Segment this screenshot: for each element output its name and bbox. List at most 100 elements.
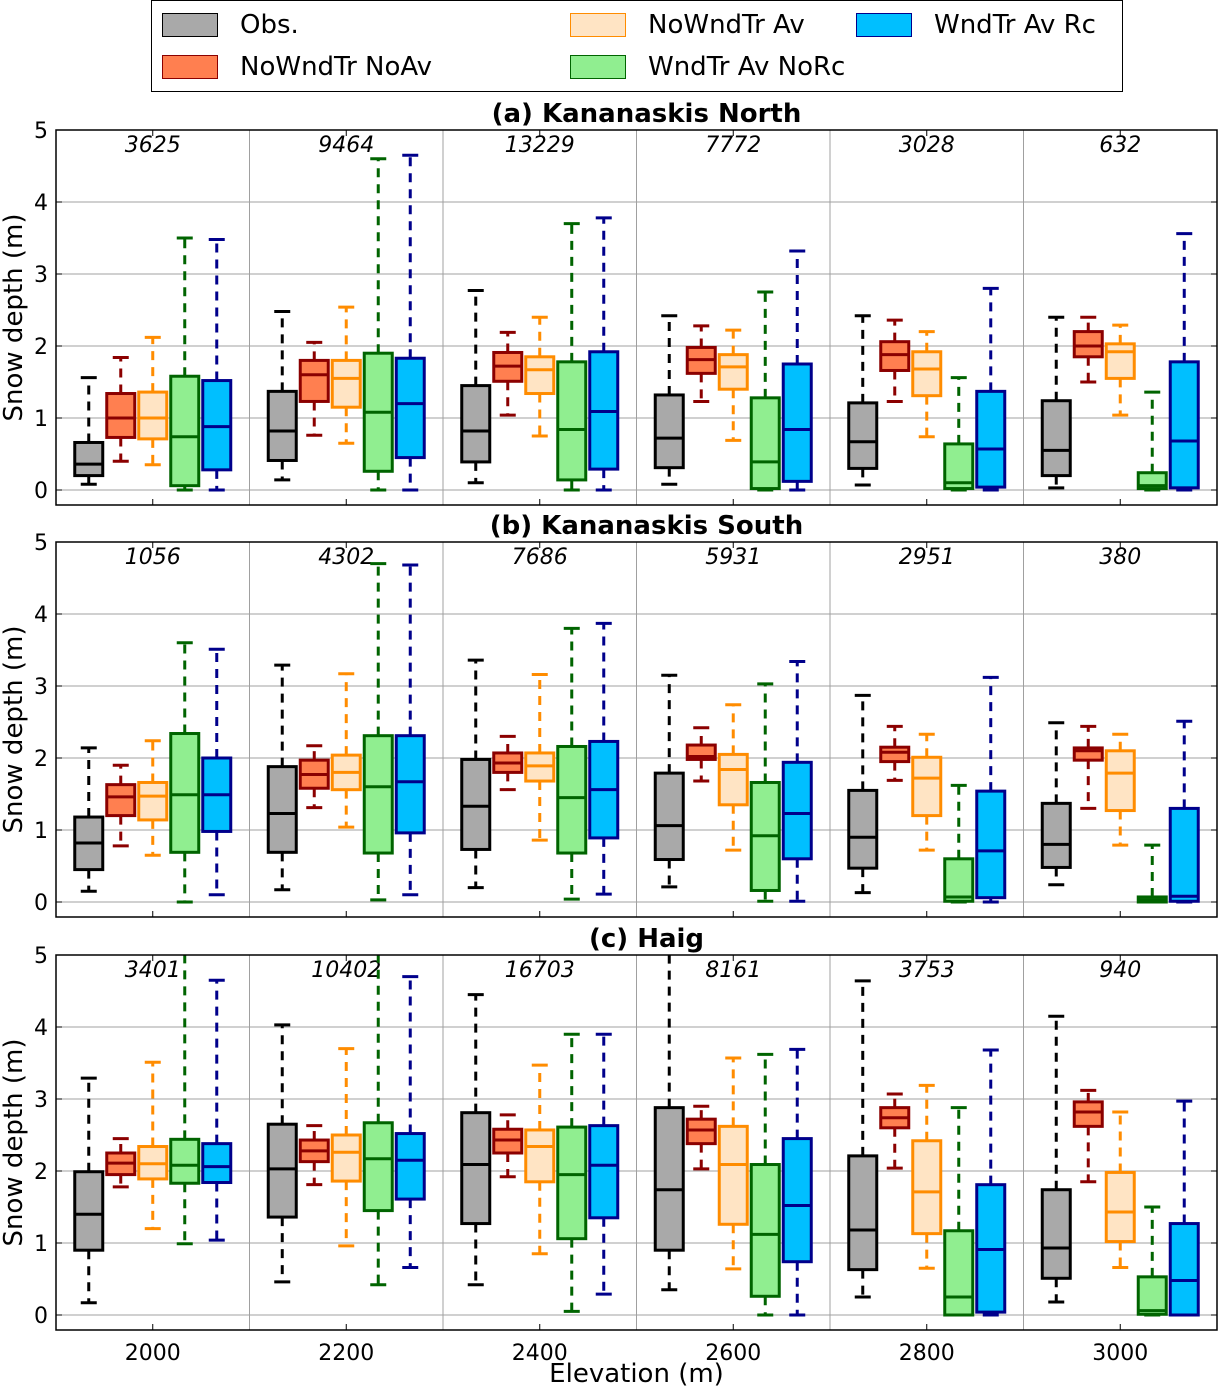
box-wndtr-av-norc xyxy=(556,626,588,901)
box-wndtr-av-norc xyxy=(556,222,588,492)
count-label: 16703 xyxy=(505,958,575,983)
legend-label: NoWndTr Av xyxy=(648,10,805,40)
box-iqr xyxy=(169,1137,201,1185)
y-tick-label: 1 xyxy=(34,819,48,844)
box-wndtr-av-rc xyxy=(1168,1099,1200,1317)
box-iqr xyxy=(975,389,1007,489)
legend-item-wndtr-av-norc: WndTr Av NoRc xyxy=(570,51,845,83)
box-iqr xyxy=(847,401,879,470)
box-obs- xyxy=(460,993,492,1287)
box-iqr xyxy=(588,1124,620,1220)
legend-item-wndtr-av-rc: WndTr Av Rc xyxy=(856,9,1096,41)
box-iqr xyxy=(653,393,685,470)
count-label: 1056 xyxy=(125,545,181,570)
box-wndtr-av-rc xyxy=(201,237,233,492)
box-obs- xyxy=(73,746,105,893)
y-tick-label: 4 xyxy=(34,1016,48,1041)
box-iqr xyxy=(524,1128,556,1184)
panel-3: 0 1 2 3 4 5 2000 3401 2200 10402 2400 16703 2600 8161… xyxy=(0,924,1218,1366)
x-tick-label: 2800 xyxy=(899,1341,955,1366)
count-label: 3401 xyxy=(125,958,181,983)
box-nowndtr-noav xyxy=(492,330,524,417)
box-iqr xyxy=(460,1111,492,1226)
box-wndtr-av-rc xyxy=(975,286,1007,492)
box-obs- xyxy=(653,314,685,486)
box-iqr xyxy=(362,734,394,855)
box-nowndtr-av xyxy=(524,672,556,842)
box-nowndtr-av xyxy=(524,1063,556,1256)
box-iqr xyxy=(298,358,330,403)
box-iqr xyxy=(1104,749,1136,813)
box-wndtr-av-norc xyxy=(943,376,975,492)
box-nowndtr-av xyxy=(717,328,749,442)
box-wndtr-av-norc xyxy=(943,1106,975,1317)
count-label: 632 xyxy=(1099,133,1141,158)
box-nowndtr-noav xyxy=(685,1104,717,1171)
box-obs- xyxy=(653,673,685,889)
box-iqr xyxy=(717,1124,749,1226)
legend-swatch-nowndtr-noav xyxy=(162,55,218,79)
box-nowndtr-noav xyxy=(105,763,137,848)
box-nowndtr-noav xyxy=(685,726,717,783)
y-tick-label: 4 xyxy=(34,191,48,216)
box-iqr xyxy=(943,1229,975,1317)
box-iqr xyxy=(911,1139,943,1236)
box-iqr xyxy=(330,358,362,409)
box-iqr xyxy=(781,760,813,861)
box-nowndtr-av xyxy=(330,672,362,829)
box-wndtr-av-rc xyxy=(201,647,233,897)
count-label: 7772 xyxy=(705,133,761,158)
x-tick-label: 2200 xyxy=(318,1341,374,1366)
x-axis-label: Elevation (m) xyxy=(549,1359,724,1389)
legend-label: WndTr Av Rc xyxy=(934,10,1096,40)
box-iqr xyxy=(1104,342,1136,380)
box-nowndtr-noav xyxy=(298,1124,330,1187)
box-nowndtr-noav xyxy=(105,1137,137,1189)
box-wndtr-av-norc xyxy=(749,682,781,903)
box-obs- xyxy=(73,1076,105,1305)
box-wndtr-av-rc xyxy=(394,563,426,897)
box-nowndtr-av xyxy=(524,315,556,438)
box-iqr xyxy=(394,356,426,460)
count-label: 4302 xyxy=(318,545,374,570)
legend: Obs. NoWndTr Av WndTr Av Rc NoWndTr NoAv… xyxy=(151,0,1123,92)
axes-frame xyxy=(55,954,1218,1331)
box-iqr xyxy=(653,1106,685,1252)
box-wndtr-av-norc xyxy=(556,1032,588,1313)
count-label: 3625 xyxy=(125,133,181,158)
box-iqr xyxy=(1104,1170,1136,1244)
box-iqr xyxy=(73,440,105,478)
x-tick-label: 2600 xyxy=(705,1341,761,1366)
box-wndtr-av-rc xyxy=(1168,719,1200,904)
box-nowndtr-noav xyxy=(1072,1088,1104,1184)
y-tick-label: 0 xyxy=(34,891,48,916)
box-iqr xyxy=(749,1163,781,1298)
y-axis-label: Snow depth (m) xyxy=(0,1039,29,1247)
box-iqr xyxy=(266,1122,298,1219)
panel-2: 0 1 2 3 4 5 1056 4302 7686 5931 2951 380 (b) Kananas… xyxy=(0,511,1218,918)
box-iqr xyxy=(1168,1222,1200,1317)
box-iqr xyxy=(460,384,492,464)
box-wndtr-av-rc xyxy=(588,216,620,492)
box-wndtr-av-norc xyxy=(169,641,201,904)
box-wndtr-av-rc xyxy=(781,660,813,903)
axes-frame xyxy=(55,129,1218,506)
box-wndtr-av-norc xyxy=(362,157,394,492)
box-obs- xyxy=(1040,1014,1072,1304)
box-iqr xyxy=(362,1121,394,1213)
box-wndtr-av-norc xyxy=(749,1052,781,1317)
box-wndtr-av-rc xyxy=(588,1032,620,1296)
box-nowndtr-noav xyxy=(105,356,137,463)
box-iqr xyxy=(975,789,1007,900)
y-tick-label: 5 xyxy=(34,944,48,969)
box-iqr xyxy=(1040,399,1072,478)
box-iqr xyxy=(1040,1188,1072,1280)
box-iqr xyxy=(1072,1100,1104,1128)
y-tick-label: 2 xyxy=(34,747,48,772)
box-nowndtr-av xyxy=(1104,732,1136,847)
box-iqr xyxy=(911,755,943,818)
box-iqr xyxy=(847,1154,879,1272)
box-iqr xyxy=(73,1170,105,1252)
box-iqr xyxy=(943,442,975,491)
